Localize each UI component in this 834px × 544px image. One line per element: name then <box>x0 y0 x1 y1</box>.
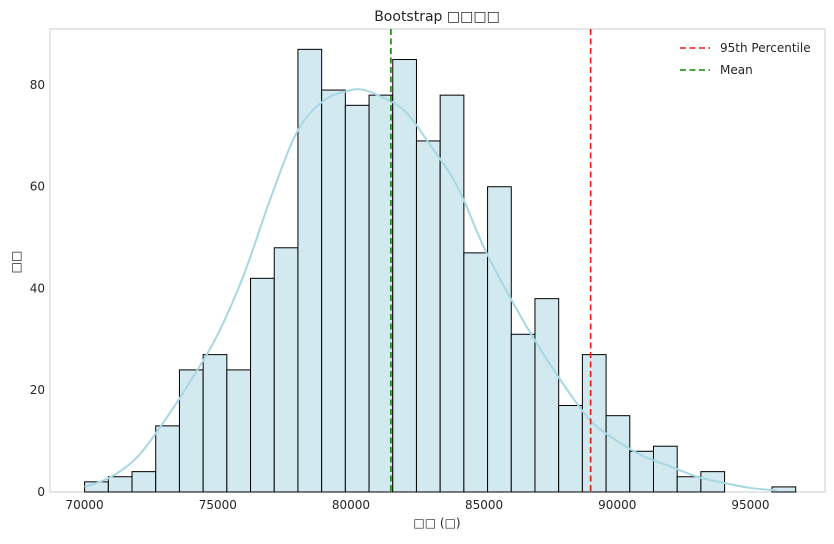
histogram-bar-8 <box>273 247 299 493</box>
reference-lines-layer <box>390 29 592 492</box>
histogram-bar-4 <box>178 369 204 493</box>
histogram-bar-16 <box>463 252 489 493</box>
histogram-bar-14 <box>415 140 441 493</box>
histogram-bar-9 <box>297 48 323 493</box>
histogram-bar-11 <box>344 104 370 493</box>
legend-label-1: Mean <box>720 63 753 77</box>
legend: 95th Percentile Mean <box>680 41 811 77</box>
histogram-bar-6 <box>226 369 252 493</box>
histogram-bar-17 <box>487 186 512 493</box>
x-tick-label-0: 70000 <box>66 498 104 512</box>
histogram-bar-23 <box>629 450 654 493</box>
y-axis-label: □□ <box>9 251 23 274</box>
histogram-bar-13 <box>392 59 417 493</box>
histogram-bar-1 <box>107 476 133 493</box>
y-tick-label-2: 40 <box>30 281 45 295</box>
histogram-bar-24 <box>652 445 678 493</box>
x-tick-label-3: 85000 <box>465 498 503 512</box>
x-tick-label-1: 75000 <box>199 498 237 512</box>
x-tick-label-4: 90000 <box>598 498 636 512</box>
kde-curve <box>84 88 778 492</box>
histogram-bar-12 <box>368 94 394 493</box>
chart-title: Bootstrap □□□□ <box>374 9 500 25</box>
x-tick-label-2: 80000 <box>332 498 370 512</box>
histogram-bar-22 <box>605 415 631 493</box>
histogram-bar-5 <box>202 354 228 493</box>
histogram-bar-2 <box>131 471 157 493</box>
y-tick-label-4: 80 <box>30 78 45 92</box>
kde-layer <box>84 88 778 492</box>
histogram-bar-3 <box>155 425 180 493</box>
x-axis-label: □□ (□) <box>413 516 460 530</box>
y-tick-label-1: 20 <box>30 383 45 397</box>
bars-layer <box>84 48 797 493</box>
x-axis-ticks: 70000 75000 80000 85000 90000 95000 <box>66 498 770 512</box>
y-axis-ticks: 0 20 40 60 80 <box>30 78 45 499</box>
histogram-bar-15 <box>439 94 465 493</box>
legend-label-0: 95th Percentile <box>720 41 811 55</box>
histogram-bar-10 <box>321 89 346 493</box>
y-tick-label-3: 60 <box>30 180 45 194</box>
histogram-bar-19 <box>534 298 560 493</box>
y-tick-label-0: 0 <box>37 485 45 499</box>
x-tick-label-5: 95000 <box>731 498 769 512</box>
histogram-bar-7 <box>250 277 275 493</box>
histogram-bar-26 <box>700 471 726 493</box>
histogram-bar-25 <box>676 476 702 493</box>
histogram-bar-20 <box>558 405 583 493</box>
histogram-bar-18 <box>510 333 536 493</box>
